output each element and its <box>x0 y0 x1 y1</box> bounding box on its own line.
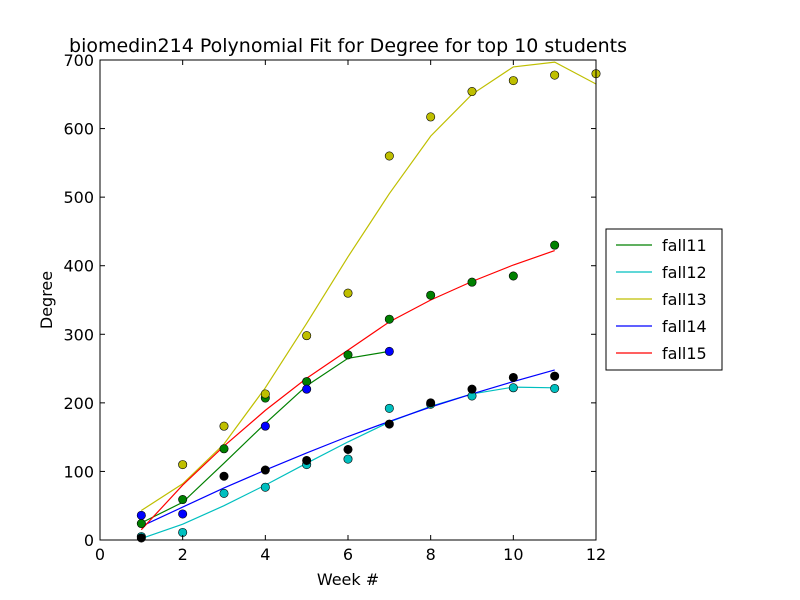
chart-title: biomedin214 Polynomial Fit for Degree fo… <box>69 35 627 57</box>
data-point-fall11 <box>384 314 394 324</box>
data-point-fall14 <box>260 421 270 431</box>
legend: fall11 fall12 fall13 fall14 fall15 <box>605 228 723 371</box>
data-point-fall11 <box>426 290 436 300</box>
x-tick-label: 2 <box>178 545 188 564</box>
series-line-fall11 <box>141 350 390 524</box>
legend-label-fall13: fall13 <box>662 290 707 309</box>
data-point-fall14 <box>384 346 394 356</box>
plot-area <box>136 61 601 543</box>
data-point-fall12 <box>260 482 270 492</box>
y-axis-label: Degree <box>37 271 56 329</box>
data-point-extra-0 <box>343 444 353 454</box>
data-point-fall13 <box>384 151 394 161</box>
data-point-fall13 <box>550 70 560 80</box>
data-point-fall13 <box>302 331 312 341</box>
y-tick-label: 200 <box>63 394 94 413</box>
data-point-fall11 <box>550 240 560 250</box>
plot-frame <box>99 59 597 541</box>
data-point-fall13 <box>508 76 518 86</box>
data-point-fall14 <box>136 510 146 520</box>
y-tick-label: 700 <box>63 51 94 70</box>
legend-label-fall15: fall15 <box>662 344 707 363</box>
data-point-fall13 <box>219 421 229 431</box>
data-point-extra-0 <box>467 384 477 394</box>
data-point-fall12 <box>219 488 229 498</box>
data-point-fall11 <box>508 271 518 281</box>
y-tick-label: 500 <box>63 188 94 207</box>
data-point-fall11 <box>178 495 188 505</box>
data-point-fall13 <box>260 389 270 399</box>
data-point-fall13 <box>426 112 436 122</box>
data-point-extra-0 <box>426 398 436 408</box>
x-tick-label: 6 <box>343 545 353 564</box>
data-point-fall12 <box>343 454 353 464</box>
x-tick-label: 8 <box>426 545 436 564</box>
y-tick-label: 100 <box>63 462 94 481</box>
y-tick-label: 600 <box>63 120 94 139</box>
data-point-fall11 <box>467 277 477 287</box>
data-point-fall14 <box>178 509 188 519</box>
data-point-extra-0 <box>384 419 394 429</box>
data-point-fall14 <box>302 384 312 394</box>
data-point-fall13 <box>343 288 353 298</box>
data-point-fall12 <box>508 383 518 393</box>
y-tick-label: 300 <box>63 325 94 344</box>
data-point-extra-0 <box>219 471 229 481</box>
data-point-extra-0 <box>508 372 518 382</box>
series-line-fall12 <box>141 386 555 540</box>
data-point-fall12 <box>550 383 560 393</box>
x-axis-label: Week # <box>317 570 379 589</box>
series-line-fall15 <box>140 250 555 531</box>
series-line-fall13 <box>140 61 596 512</box>
data-point-extra-0 <box>302 455 312 465</box>
data-point-extra-0 <box>260 465 270 475</box>
data-point-extra-0 <box>136 533 146 543</box>
x-tick-label: 0 <box>95 545 105 564</box>
x-tick-label: 12 <box>586 545 606 564</box>
data-point-fall12 <box>384 403 394 413</box>
axes: 0 2 4 6 8 10 12 0 100 200 300 400 500 600 700 <box>63 51 606 564</box>
y-tick-label: 0 <box>84 531 94 550</box>
data-point-fall13 <box>467 87 477 97</box>
legend-label-fall12: fall12 <box>662 263 707 282</box>
data-point-fall11 <box>302 377 312 387</box>
data-point-fall11 <box>136 519 146 529</box>
data-point-fall11 <box>343 350 353 360</box>
legend-label-fall11: fall11 <box>662 236 707 255</box>
y-tick-label: 400 <box>63 257 94 276</box>
legend-label-fall14: fall14 <box>662 317 707 336</box>
series-line-fall14 <box>141 369 555 527</box>
data-point-extra-0 <box>550 371 560 381</box>
x-tick-label: 10 <box>503 545 523 564</box>
data-point-fall13 <box>178 460 188 470</box>
data-point-fall11 <box>219 444 229 454</box>
x-tick-label: 4 <box>260 545 270 564</box>
